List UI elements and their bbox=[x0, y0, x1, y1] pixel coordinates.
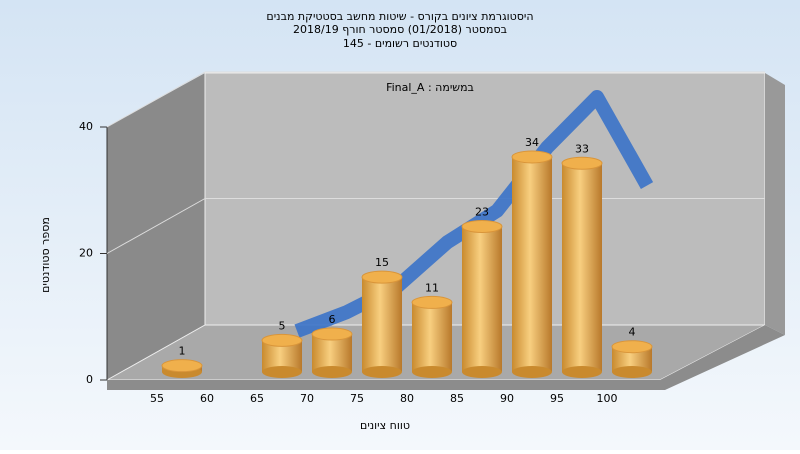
bar-part bbox=[412, 366, 452, 378]
chart-title: היסטוגרמת ציונים בקורס - שיטות מחשב בסטט… bbox=[266, 10, 533, 23]
bar-part bbox=[462, 226, 502, 372]
x-tick-label: 95 bbox=[550, 392, 564, 405]
x-tick-label: 100 bbox=[597, 392, 618, 405]
bar-part bbox=[562, 366, 602, 378]
bar-part bbox=[411, 295, 453, 309]
x-axis-label: טווח ציונים bbox=[360, 419, 410, 432]
bar-part bbox=[562, 163, 602, 372]
bar bbox=[411, 295, 453, 378]
value-label: 34 bbox=[525, 136, 539, 149]
value-label: 5 bbox=[279, 319, 286, 332]
x-tick-label: 75 bbox=[350, 392, 364, 405]
chart-title: סטודנטים רשומים - 145 bbox=[343, 37, 457, 50]
bar-part bbox=[412, 302, 452, 372]
y-tick-label: 0 bbox=[86, 373, 93, 386]
bar-part bbox=[311, 327, 353, 341]
value-label: 15 bbox=[375, 256, 389, 269]
x-tick-label: 90 bbox=[500, 392, 514, 405]
grid-line bbox=[106, 198, 206, 254]
bar bbox=[561, 156, 603, 378]
bar bbox=[161, 359, 203, 378]
bar-part bbox=[362, 277, 402, 372]
value-label: 1 bbox=[179, 345, 186, 358]
bar-part bbox=[612, 366, 652, 378]
grid-line bbox=[106, 71, 206, 128]
chart-title: בסמסטר (01/2018) סמסטר חורף 2018/19 bbox=[293, 23, 507, 36]
x-tick-label: 60 bbox=[200, 392, 214, 405]
bar bbox=[361, 270, 403, 378]
bar-part bbox=[461, 220, 503, 234]
x-tick-label: 85 bbox=[450, 392, 464, 405]
bar-part bbox=[361, 270, 403, 284]
x-tick-label: 80 bbox=[400, 392, 414, 405]
bar-part bbox=[312, 366, 352, 378]
wall-edge bbox=[765, 73, 785, 335]
y-tick-label: 40 bbox=[79, 120, 93, 133]
bar bbox=[511, 150, 553, 378]
x-tick-label: 55 bbox=[150, 392, 164, 405]
bar-part bbox=[512, 156, 552, 372]
bar-part bbox=[611, 340, 653, 354]
bar-part bbox=[261, 333, 303, 347]
bar-part bbox=[462, 366, 502, 378]
value-label: 4 bbox=[629, 326, 636, 339]
x-tick-label: 65 bbox=[250, 392, 264, 405]
bar bbox=[311, 327, 353, 378]
y-axis-label: מספר סטודנטים bbox=[39, 217, 52, 293]
x-tick-label: 70 bbox=[300, 392, 314, 405]
bar-part bbox=[161, 359, 203, 373]
bar bbox=[261, 333, 303, 378]
value-label: 6 bbox=[329, 313, 336, 326]
bar bbox=[461, 220, 503, 378]
y-tick-label: 20 bbox=[79, 247, 93, 260]
legend: Final_A : במשימה bbox=[386, 81, 474, 94]
value-label: 23 bbox=[475, 206, 489, 219]
bar-part bbox=[511, 150, 553, 164]
floor-edge bbox=[107, 325, 785, 390]
bar-part bbox=[561, 156, 603, 170]
bar bbox=[611, 340, 653, 378]
value-label: 33 bbox=[575, 142, 589, 155]
bar-part bbox=[362, 366, 402, 378]
bar-part bbox=[262, 366, 302, 378]
value-label: 11 bbox=[425, 281, 439, 294]
bar-part bbox=[512, 366, 552, 378]
